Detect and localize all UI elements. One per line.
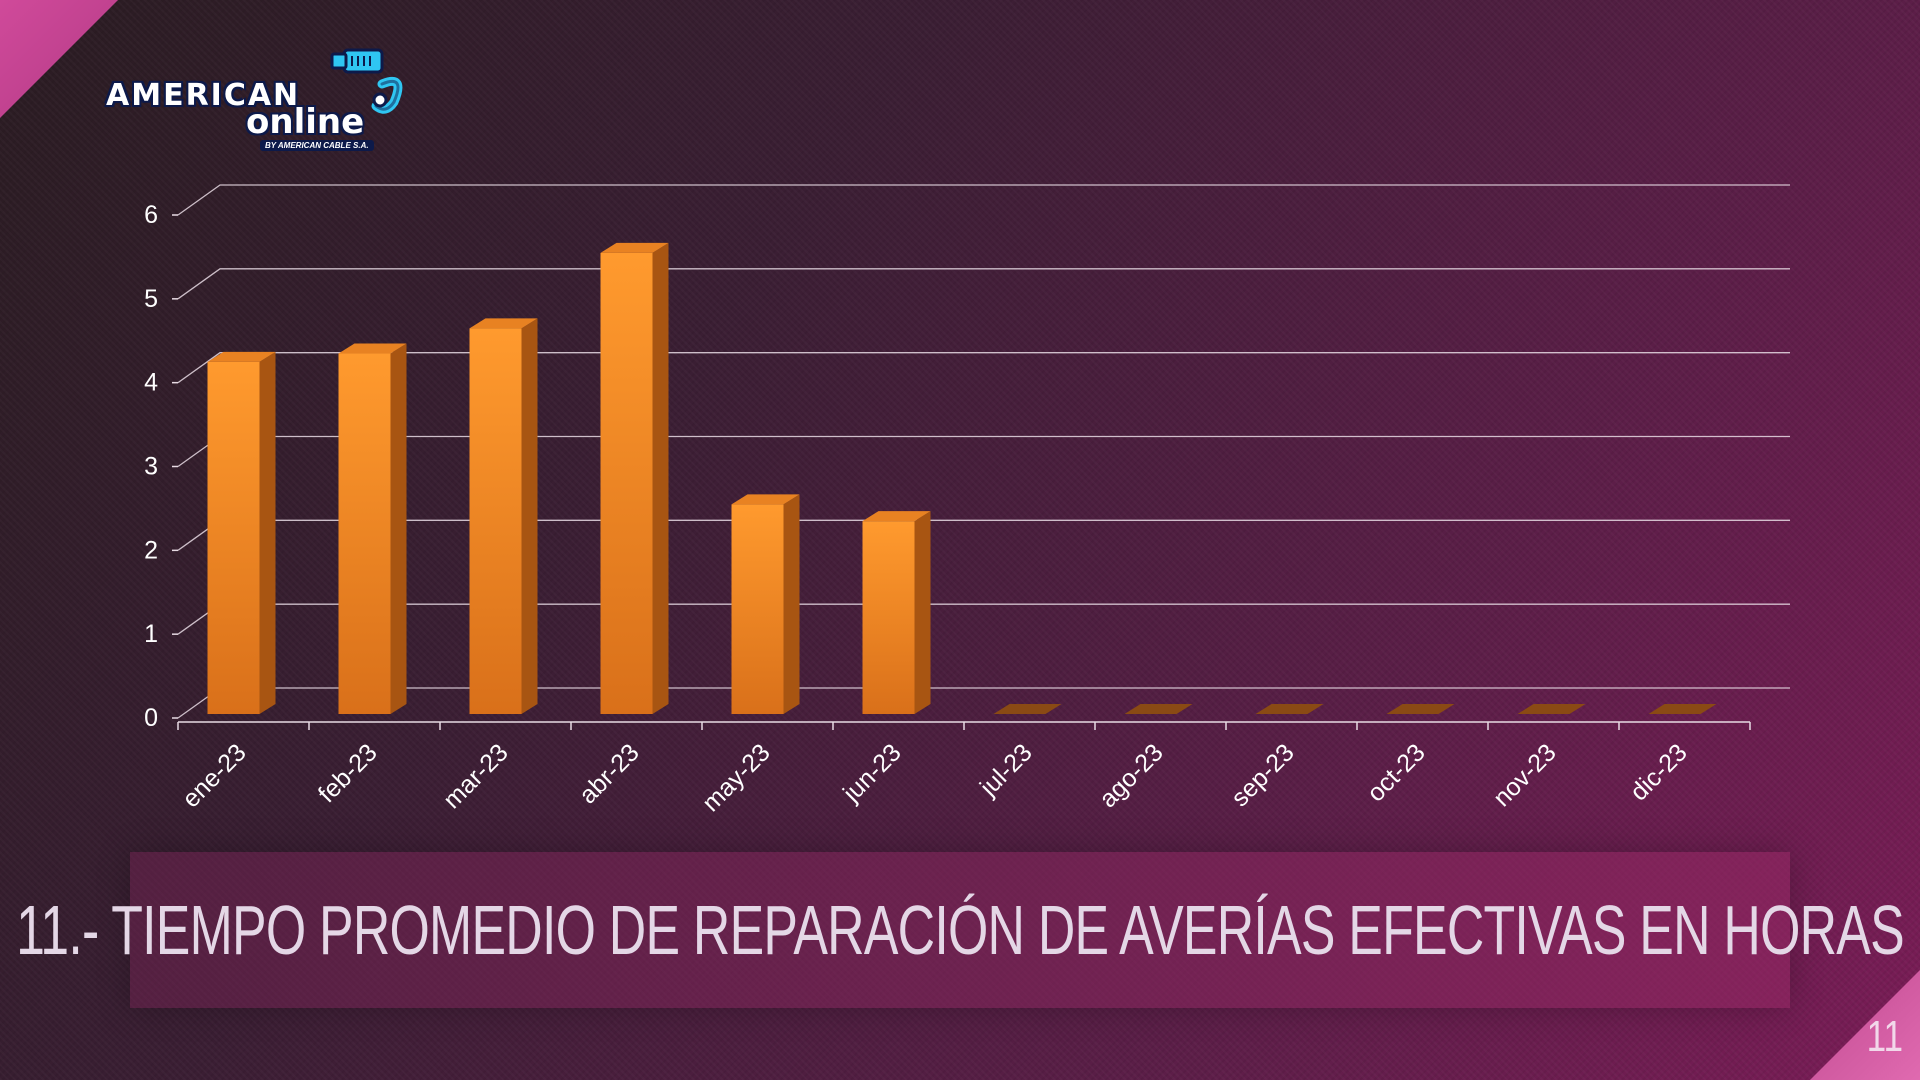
title-band: 11.- TIEMPO PROMEDIO DE REPARACIÓN DE AV… (16, 852, 1905, 1008)
x-tick-label-feb-23: feb-23 (313, 738, 383, 808)
y-tick-label: 3 (144, 453, 158, 481)
bar-feb-23 (338, 343, 407, 714)
bar-jun-23 (862, 511, 931, 714)
x-tick-label-jun-23: jun-23 (837, 738, 907, 808)
bar-dic-23 (1648, 704, 1717, 714)
x-tick-label-dic-23: dic-23 (1625, 738, 1693, 806)
x-tick-label-sep-23: sep-23 (1226, 738, 1300, 812)
bar-chart: 0 1 2 3 4 5 6 ene-23 feb-23 mar-23 abr-23 may-23 jun… (144, 184, 1790, 817)
y-tick-label: 1 (144, 620, 158, 648)
x-tick-label-nov-23: nov-23 (1488, 738, 1562, 812)
bar-jul-23 (993, 704, 1062, 714)
gridline-3 (177, 435, 1790, 468)
x-tick-label-oct-23: oct-23 (1362, 738, 1431, 807)
bar-nov-23 (1517, 704, 1586, 714)
company-logo: AMERICAN online BY AMERICAN CABLE S.A. (100, 44, 420, 154)
slide-title: 11.- TIEMPO PROMEDIO DE REPARACIÓN DE AV… (16, 891, 1905, 969)
chart-panel: 0 1 2 3 4 5 6 ene-23 feb-23 mar-23 abr-23 may-23 jun… (100, 150, 1820, 850)
bar-abr-23 (600, 242, 669, 714)
y-tick-label: 6 (144, 201, 158, 229)
bar-oct-23 (1386, 704, 1455, 714)
y-tick-label: 0 (144, 704, 158, 732)
x-tick-label-ene-23: ene-23 (177, 738, 252, 813)
logo-line-1: AMERICAN (106, 78, 301, 113)
bar-ene-23 (207, 351, 276, 714)
x-tick-label-mar-23: mar-23 (438, 738, 514, 814)
x-tick-label-may-23: may-23 (697, 738, 776, 817)
bar-may-23 (731, 494, 800, 714)
logo-tagline: BY AMERICAN CABLE S.A. (260, 140, 374, 151)
x-tick-label-ago-23: ago-23 (1094, 738, 1169, 813)
y-tick-label: 5 (144, 285, 158, 313)
y-tick-label: 4 (144, 369, 158, 397)
x-tick-label-jul-23: jul-23 (974, 738, 1038, 802)
gridline-6 (177, 184, 1790, 216)
gridline-5 (177, 268, 1790, 300)
y-tick-label: 2 (144, 536, 158, 564)
corner-accent-bottom-right (1810, 970, 1920, 1080)
bar-mar-23 (469, 318, 538, 714)
gridline-1 (177, 603, 1790, 635)
bar-ago-23 (1124, 704, 1193, 714)
page-number: 11 (1866, 1012, 1904, 1061)
logo-line-2: online (246, 102, 365, 142)
ethernet-plug-icon (330, 48, 403, 114)
bar-sep-23 (1255, 704, 1324, 714)
gridline-4 (177, 352, 1790, 384)
x-tick-label-abr-23: abr-23 (574, 738, 645, 809)
gridline-2 (177, 519, 1790, 551)
